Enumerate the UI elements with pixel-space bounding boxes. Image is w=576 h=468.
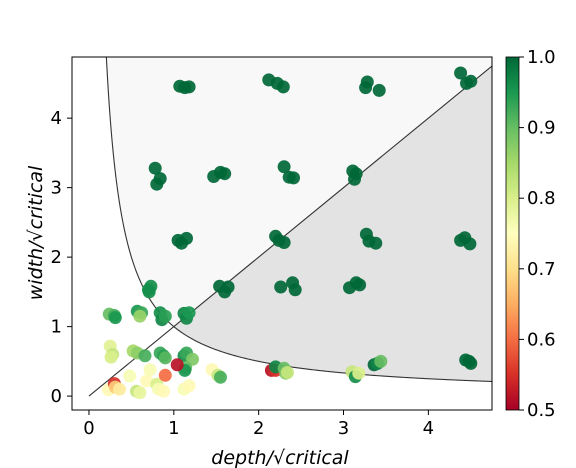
data-point bbox=[113, 382, 126, 396]
colorbar-ticks: 0.5 0.6 0.7 0.8 0.9 1.0 bbox=[519, 47, 556, 421]
data-point bbox=[182, 379, 196, 393]
reference-line-diagonal bbox=[88, 65, 492, 397]
data-point bbox=[182, 80, 196, 94]
data-point bbox=[123, 369, 137, 383]
data-point bbox=[463, 237, 477, 251]
data-point bbox=[108, 311, 122, 325]
x-tick-label: 1 bbox=[168, 418, 179, 439]
data-point bbox=[142, 285, 156, 299]
data-point bbox=[281, 366, 294, 379]
colorbar-tick-label: 0.8 bbox=[527, 188, 556, 209]
data-point bbox=[158, 351, 172, 365]
data-point bbox=[276, 80, 290, 94]
colorbar-tick-label: 0.5 bbox=[527, 400, 556, 421]
shaded-region-above-diagonal bbox=[106, 57, 492, 327]
data-point bbox=[221, 280, 235, 294]
plot-frame bbox=[71, 56, 493, 411]
plot-area bbox=[71, 56, 493, 411]
y-tick-label: 0 bbox=[51, 386, 62, 407]
data-point bbox=[182, 306, 196, 320]
reference-curve-hyperbola bbox=[105, 57, 492, 383]
data-point bbox=[454, 66, 468, 80]
data-point bbox=[138, 349, 152, 363]
data-point bbox=[464, 356, 478, 370]
data-point bbox=[287, 171, 300, 185]
x-axis-label: depth/√critical bbox=[211, 447, 349, 468]
y-axis: 0 1 2 3 4 bbox=[51, 108, 72, 407]
data-point bbox=[288, 283, 302, 297]
colorbar-tick-label: 0.7 bbox=[527, 259, 556, 280]
data-point bbox=[372, 83, 386, 97]
data-point bbox=[158, 368, 172, 382]
data-point bbox=[170, 358, 184, 372]
y-tick-label: 1 bbox=[51, 317, 62, 338]
data-point bbox=[148, 161, 162, 175]
data-point bbox=[180, 231, 193, 245]
data-point bbox=[153, 172, 167, 186]
data-point bbox=[158, 309, 172, 323]
data-point bbox=[104, 350, 118, 364]
y-axis-label: width/√critical bbox=[25, 165, 47, 300]
data-point bbox=[348, 172, 361, 186]
x-tick-label: 2 bbox=[253, 418, 264, 439]
data-point bbox=[157, 384, 171, 398]
data-point bbox=[374, 354, 388, 368]
shaded-region-below-diagonal bbox=[173, 66, 492, 382]
colorbar: 0.5 0.6 0.7 0.8 0.9 1.0 bbox=[505, 47, 556, 421]
colorbar-tick-label: 1.0 bbox=[527, 47, 556, 68]
data-point bbox=[143, 363, 157, 377]
y-tick-label: 2 bbox=[51, 247, 62, 268]
data-point bbox=[464, 74, 478, 88]
data-points bbox=[102, 66, 478, 400]
data-point bbox=[140, 374, 154, 388]
x-tick-label: 0 bbox=[83, 418, 94, 439]
data-point bbox=[214, 370, 227, 384]
data-point bbox=[352, 366, 366, 380]
colorbar-gradient bbox=[505, 56, 520, 411]
data-point bbox=[353, 278, 367, 292]
x-tick-label: 4 bbox=[423, 418, 434, 439]
x-tick-label: 3 bbox=[338, 418, 349, 439]
y-tick-label: 4 bbox=[51, 108, 62, 129]
data-point bbox=[218, 167, 232, 181]
x-axis: 0 1 2 3 4 bbox=[83, 410, 434, 439]
data-point bbox=[277, 236, 291, 249]
data-point bbox=[277, 160, 291, 174]
colorbar-tick-label: 0.9 bbox=[527, 118, 556, 139]
data-point bbox=[133, 386, 147, 400]
data-point bbox=[359, 81, 373, 95]
data-point bbox=[274, 280, 288, 294]
data-point bbox=[369, 236, 383, 250]
y-tick-label: 3 bbox=[51, 178, 62, 199]
colorbar-tick-label: 0.6 bbox=[527, 329, 556, 350]
data-point bbox=[133, 309, 147, 323]
